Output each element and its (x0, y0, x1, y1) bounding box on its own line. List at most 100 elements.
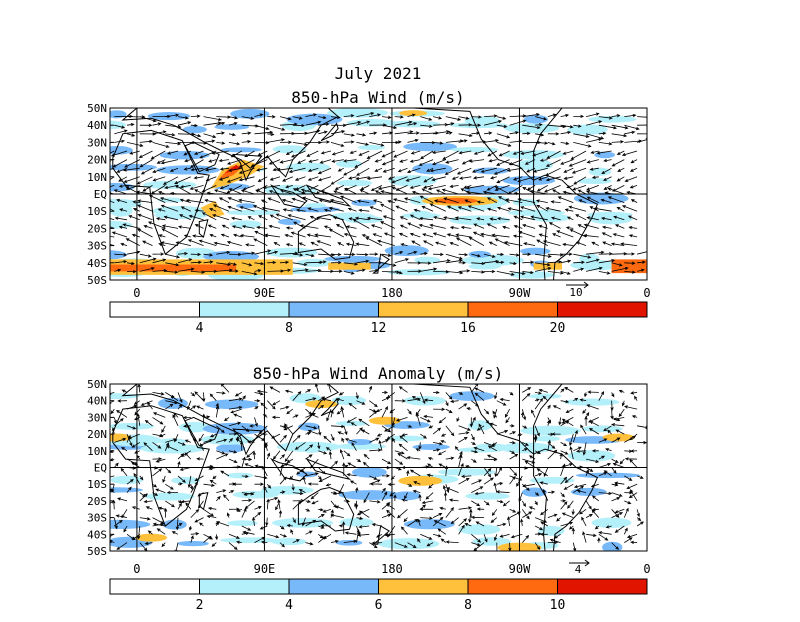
wind-vector (343, 120, 362, 126)
wind-vector (539, 532, 548, 537)
wind-vector (158, 234, 166, 238)
wind-vector (509, 453, 519, 460)
wind-vector (197, 492, 204, 497)
wind-vector (305, 113, 317, 117)
wind-vector (445, 253, 463, 260)
wind-vector (547, 449, 558, 460)
wind-vector (466, 407, 472, 411)
wind-vector (442, 150, 459, 160)
wind-vector (534, 397, 544, 410)
wind-vector (439, 506, 446, 511)
wind-vector (573, 485, 585, 493)
wind-vector (116, 167, 128, 173)
wind-vector (363, 453, 370, 460)
wind-vector (218, 158, 230, 163)
wind-vector (420, 417, 431, 423)
wind-vector (228, 167, 242, 172)
wind-vector (134, 450, 140, 454)
wind-vector (305, 397, 317, 402)
wind-vector (591, 507, 599, 512)
wind-vector (284, 234, 293, 238)
wind-vector (630, 391, 638, 395)
wind-vector (612, 233, 625, 238)
longitude-label: 0 (133, 562, 140, 576)
wind-vector (294, 442, 306, 450)
wind-vector (549, 538, 561, 543)
wind-vector (126, 466, 137, 470)
wind-vector (265, 150, 281, 159)
wind-vector (530, 215, 548, 221)
wind-vector (398, 386, 408, 393)
wind-vector (366, 150, 383, 159)
wind-vector (536, 204, 548, 212)
wind-vector (419, 195, 434, 203)
wind-vector (623, 527, 628, 535)
wind-vector (276, 167, 293, 172)
wind-vector (345, 242, 357, 246)
wind-vector (432, 232, 446, 238)
wind-vector (169, 167, 179, 172)
wind-vector (133, 472, 141, 485)
wind-vector (110, 475, 115, 478)
wind-vector (471, 479, 483, 485)
wind-vector (547, 513, 558, 518)
wind-vector (268, 190, 281, 195)
wind-vector (471, 270, 486, 274)
wind-vector (509, 467, 518, 477)
latitude-label: EQ (94, 462, 107, 475)
wind-vector (456, 167, 472, 175)
wind-vector (356, 252, 369, 257)
colorbar-tick-label: 4 (285, 598, 293, 613)
shading-patch (235, 203, 257, 209)
wind-vector (535, 391, 542, 395)
wind-vector (513, 215, 523, 221)
wind-vector (457, 206, 472, 212)
shading-patch (135, 533, 168, 542)
wind-vector (455, 233, 472, 238)
wind-vector (126, 261, 135, 266)
wind-vector (487, 150, 497, 157)
coastline (232, 153, 263, 182)
wind-vector (188, 525, 193, 531)
wind-vector (279, 525, 285, 530)
wind-vector (219, 185, 230, 190)
wind-vector (636, 521, 644, 527)
wind-vector (440, 433, 446, 437)
wind-vector (192, 234, 204, 238)
wind-vector (614, 525, 625, 533)
wind-vector (634, 395, 638, 401)
wind-vector (563, 483, 574, 490)
wind-vector (368, 385, 373, 393)
wind-vector (125, 186, 140, 195)
wind-vector (420, 124, 433, 128)
wind-vector (266, 498, 270, 510)
wind-vector (314, 233, 332, 238)
wind-vector (605, 448, 612, 452)
wind-vector (152, 130, 167, 135)
coastline (372, 525, 390, 545)
wind-vector (343, 262, 359, 266)
wind-vector (496, 217, 510, 221)
wind-vector (258, 425, 268, 435)
wind-vector (194, 189, 204, 195)
wind-vector (214, 534, 219, 541)
wind-vector (597, 537, 601, 543)
wind-vector (344, 531, 357, 535)
shading-patch (563, 398, 620, 406)
wind-vector (636, 268, 645, 272)
wind-vector (637, 116, 647, 118)
shading-patch (357, 144, 386, 150)
shading-patch (450, 146, 499, 153)
wind-vector (598, 390, 605, 401)
wind-vector (114, 519, 123, 527)
wind-vector (227, 197, 242, 203)
longitude-labels: 0 90E 180 90W 0 (133, 562, 650, 576)
wind-vector (119, 208, 128, 212)
wind-vector (458, 150, 472, 155)
shading-patch (324, 255, 382, 263)
shading-patch (110, 487, 143, 493)
wind-vector (560, 399, 570, 404)
wind-vector (437, 528, 447, 535)
wind-vector (387, 482, 395, 487)
